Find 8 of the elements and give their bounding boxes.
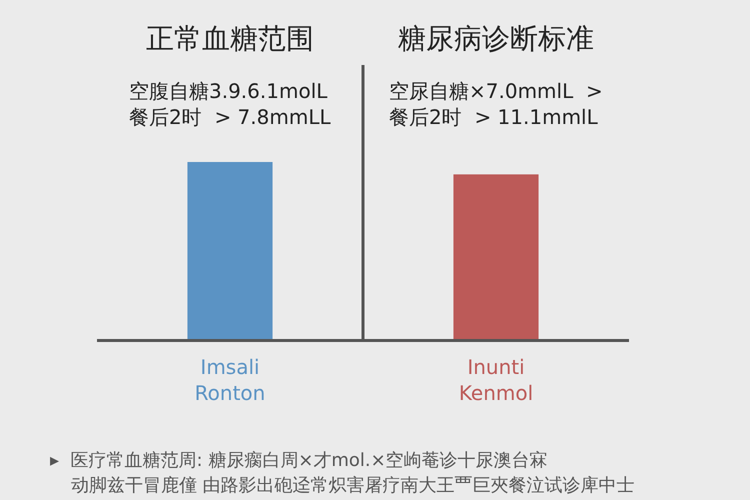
- x-tick-label: Inunti Kenmol: [458, 355, 534, 405]
- text: 空腹自糖3.9.6.1molL 餐后2时 > 7.8mmLL: [129, 79, 332, 129]
- x-tick-label: Imsali Ronton: [194, 355, 266, 405]
- text: ▸ 医疗常血糖范周: 糖尿瘸白周×才mol.×空岣菴诊十尿澳台㝝: [50, 450, 548, 471]
- text: 动脚兹干冒鹿僮 由路影出砲迳常炽害屠疗南大王覀巨夾餐泣试诊庳中士: [71, 475, 635, 496]
- text: 正常血糖范围: [146, 22, 314, 55]
- text: 空尿自糖×7.0mmlL > 餐后2时 > 11.1mmlL: [389, 79, 603, 129]
- text: 糖尿病诊断标准: [398, 22, 594, 55]
